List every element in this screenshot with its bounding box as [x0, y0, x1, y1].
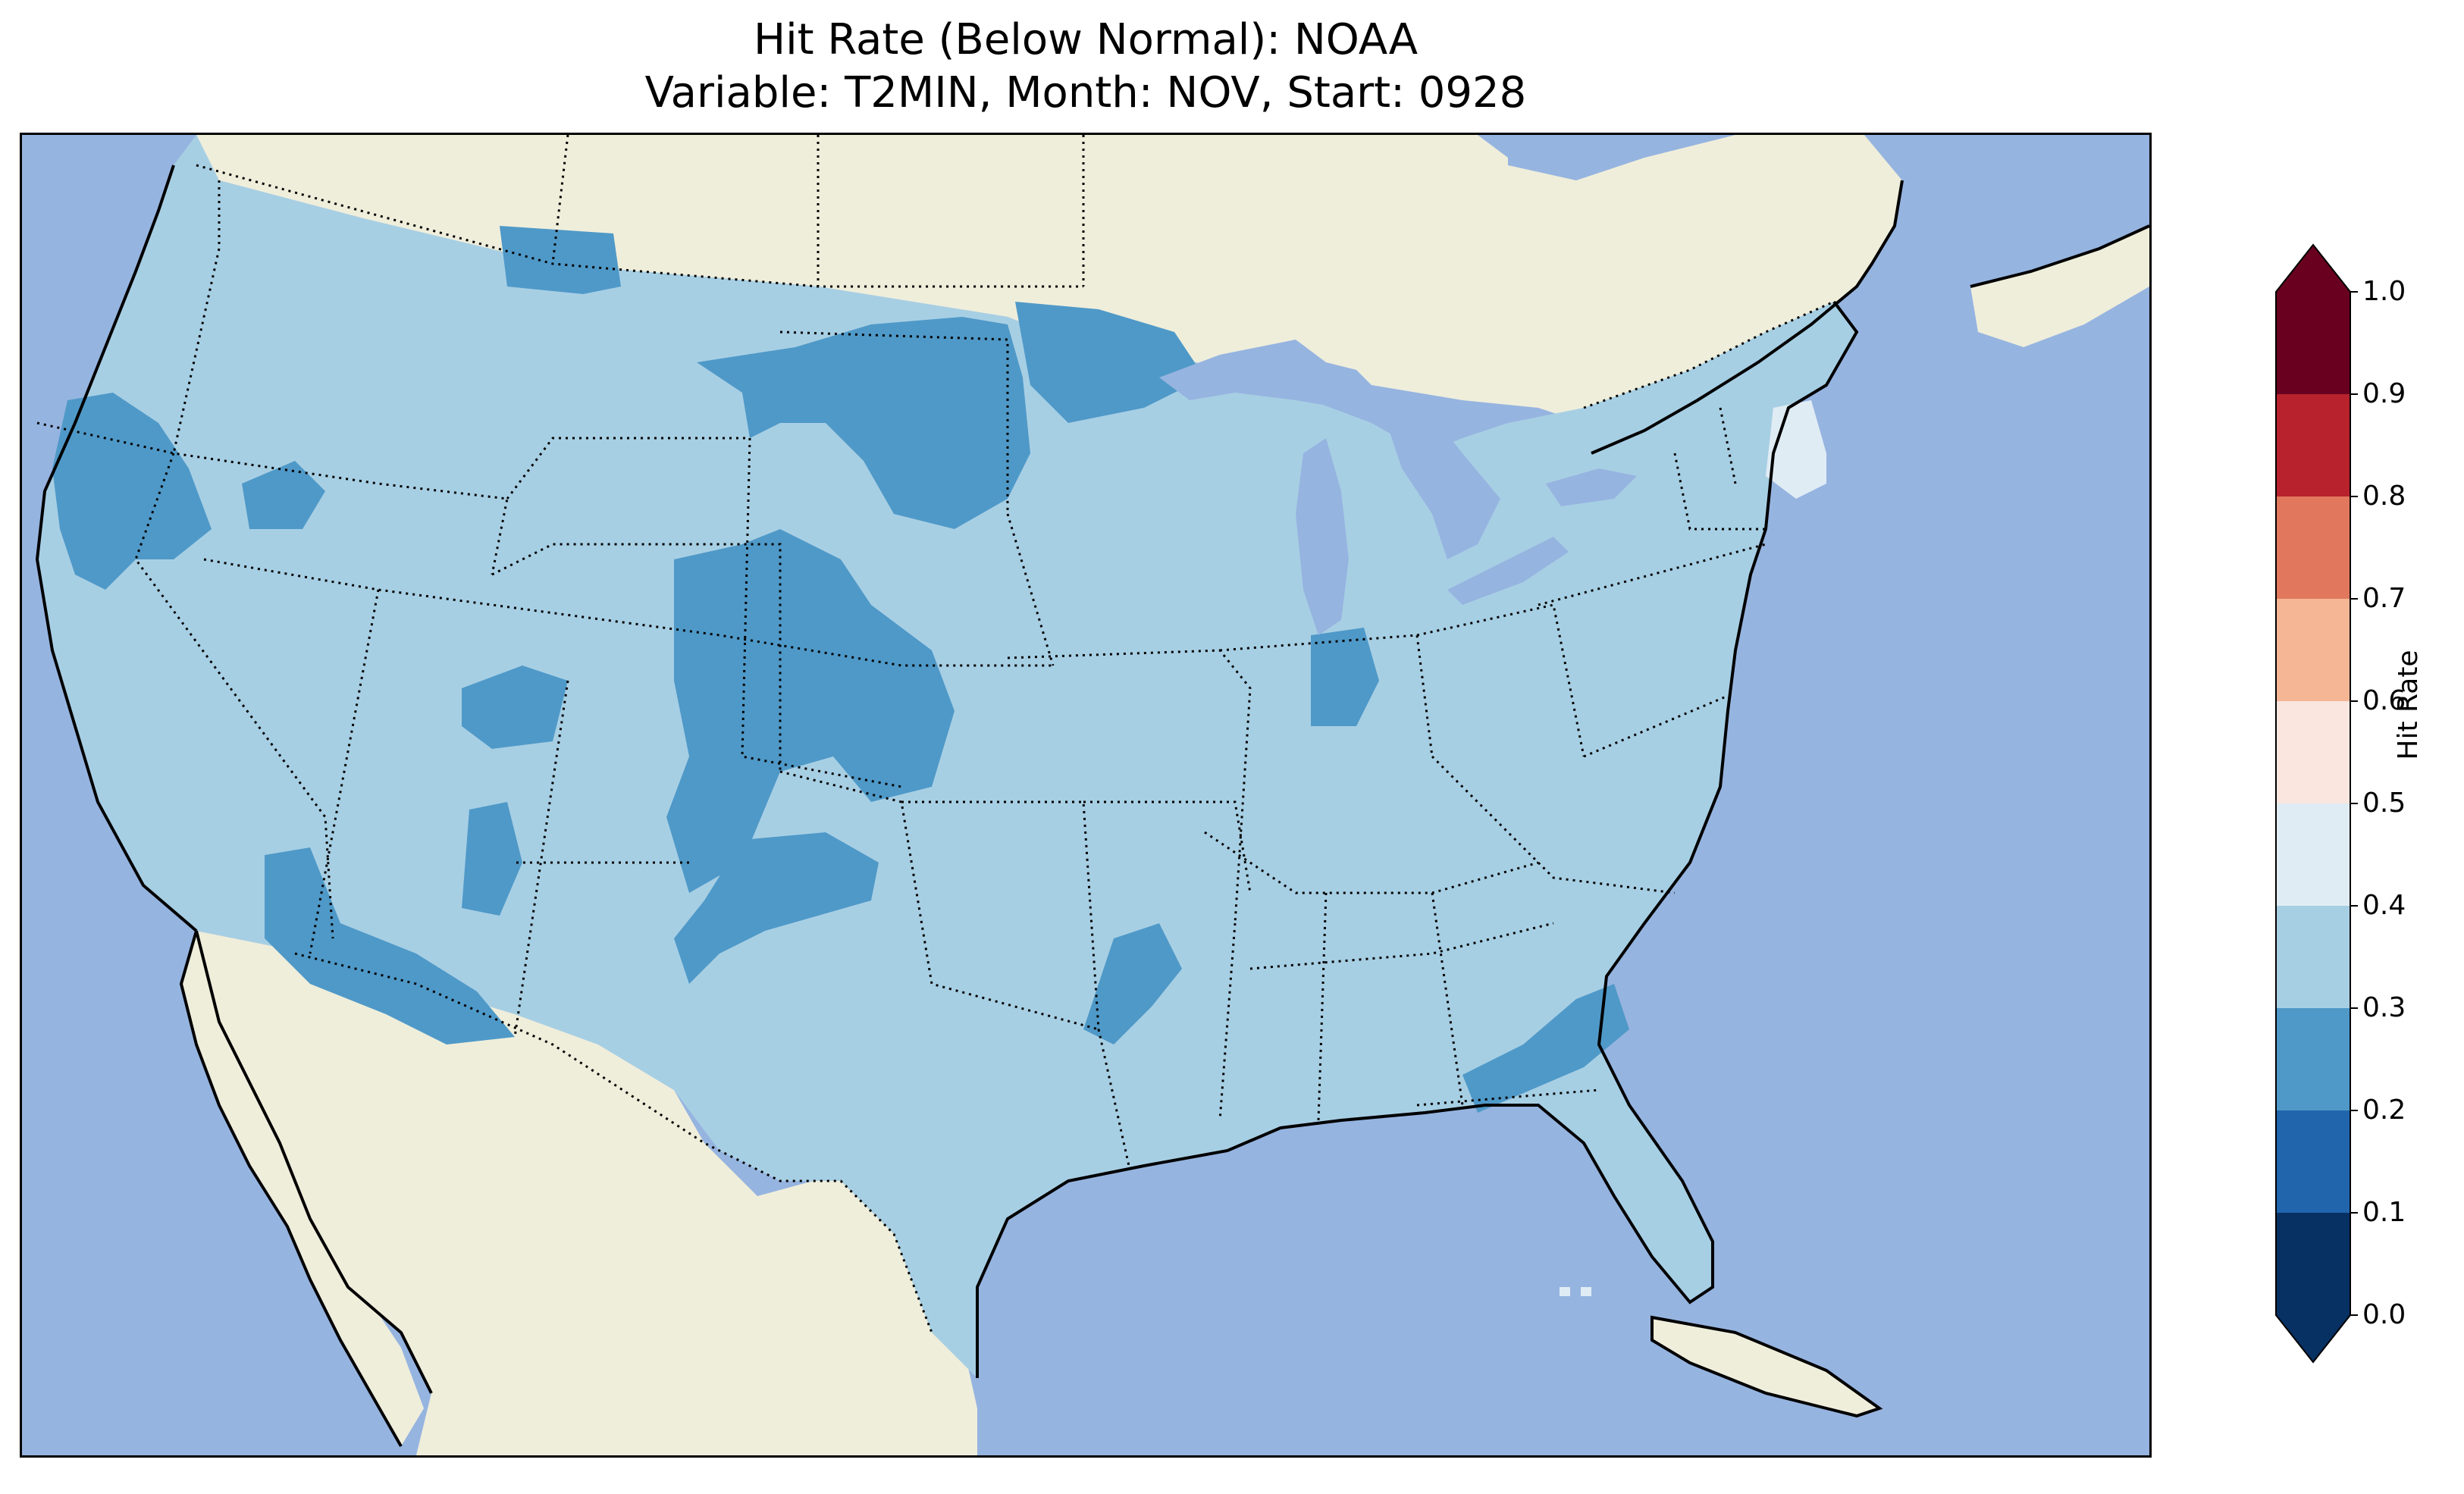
lake-huron [1387, 415, 1500, 559]
patch-oregon-small [242, 461, 325, 529]
cbar-tick-label: 0.5 [2362, 788, 2406, 819]
canada-land [196, 135, 1902, 582]
patch-az-north [462, 802, 522, 916]
patch-keys-2 [1581, 1287, 1591, 1296]
cbar-bin-0-3 [2276, 906, 2350, 1008]
cbar-tick-label: 0.6 [2362, 685, 2406, 716]
cbar-bin-0-5 [2276, 701, 2350, 803]
colorbar-svg [2275, 243, 2358, 1364]
lake-michigan [1296, 438, 1349, 635]
lake-ontario [1546, 468, 1637, 506]
cbar-tick-label: 0.0 [2362, 1299, 2406, 1330]
cbar-bin-0-7 [2276, 496, 2350, 599]
cbar-ticks [2350, 291, 2358, 1316]
colorbar: 1.0 0.9 0.8 0.7 0.6 0.5 0.4 0.3 0.2 0.1 … [2267, 239, 2464, 1376]
baja-peninsula [181, 931, 424, 1446]
coastlines [35, 164, 2149, 1447]
patch-utah-central [462, 666, 568, 749]
patch-dakotas [697, 317, 1030, 529]
map-title: Hit Rate (Below Normal): NOAA Variable: … [0, 14, 2171, 120]
cbar-bin-0-0 [2276, 1213, 2350, 1315]
cbar-bin-0-2 [2276, 1008, 2350, 1110]
patch-minnesota [1015, 302, 1205, 423]
cbar-tick-label: 0.9 [2362, 378, 2406, 409]
cbar-tick-label: 0.7 [2362, 583, 2406, 614]
patch-sc-ga [1462, 984, 1629, 1113]
patch-sw-desert [265, 847, 515, 1045]
cbar-extend-bottom [2276, 1315, 2350, 1362]
cbar-tick-label: 1.0 [2362, 276, 2406, 307]
patch-montana-north [500, 226, 621, 294]
patch-keys-1 [1560, 1287, 1570, 1296]
cbar-bin-0-6 [2276, 599, 2350, 701]
cbar-tick-label: 0.1 [2362, 1197, 2406, 1228]
title-line-2: Variable: T2MIN, Month: NOV, Start: 0928 [644, 68, 1527, 117]
cbar-tick-label: 0.2 [2362, 1095, 2406, 1126]
cbar-bin-0-4 [2276, 803, 2350, 906]
lake-erie [1447, 537, 1569, 605]
colorbar-label: Hit Rate [2393, 650, 2424, 760]
cbar-extend-top [2276, 245, 2350, 292]
state-boundaries [36, 180, 1766, 1167]
cbar-bin-0-9 [2276, 292, 2350, 394]
maritimes-land [1970, 226, 2149, 347]
patch-new-england [1766, 400, 1826, 499]
map-svg [22, 135, 2149, 1455]
lake-superior [1159, 340, 1379, 408]
patch-colorado [666, 529, 955, 893]
patch-arkansas [1083, 923, 1182, 1045]
title-line-1: Hit Rate (Below Normal): NOAA [753, 15, 1419, 64]
patch-nw-coast [52, 393, 212, 590]
patch-indiana [1311, 628, 1379, 726]
patch-ne-nm [674, 832, 879, 984]
cbar-bin-0-1 [2276, 1110, 2350, 1213]
map-panel [20, 133, 2152, 1458]
cbar-tick-label: 0.4 [2362, 890, 2406, 921]
cbar-tick-label: 0.8 [2362, 481, 2406, 512]
cuba-land [1652, 1317, 1879, 1416]
cbar-tick-label: 0.3 [2362, 992, 2406, 1023]
country-borders [196, 135, 1835, 1333]
cbar-bin-0-8 [2276, 394, 2350, 496]
